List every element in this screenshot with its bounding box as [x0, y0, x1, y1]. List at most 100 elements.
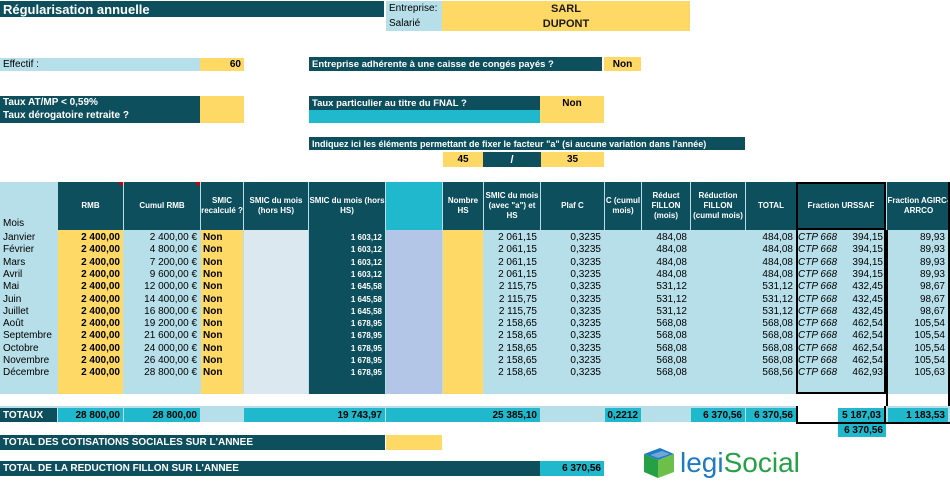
- legisocial-logo: legiSocial: [640, 444, 810, 484]
- cell-recalc[interactable]: Non: [203, 244, 223, 256]
- cell-ctp: CTP 668: [798, 268, 838, 280]
- cell-smic1: 1 645,58: [350, 294, 382, 304]
- conges-label: Entreprise adhérente à une caisse de con…: [309, 57, 602, 71]
- cell-reduct: 568,08: [656, 318, 687, 330]
- cell-agirc: 105,54: [914, 330, 945, 342]
- fnal-label: Taux particulier au titre du FNAL ?: [309, 96, 540, 110]
- cell-recalc[interactable]: Non: [203, 256, 223, 268]
- cell-mois: Octobre: [3, 342, 39, 354]
- taux-field[interactable]: [200, 96, 244, 123]
- effectif-field[interactable]: 60: [200, 58, 244, 71]
- cell-smic1: 1 678,95: [350, 368, 382, 378]
- cell-recalc[interactable]: Non: [203, 355, 223, 366]
- cell-recalc[interactable]: Non: [203, 281, 223, 293]
- agirc-col-frame-right: [948, 182, 950, 424]
- effectif-label: Effectif :: [0, 58, 200, 71]
- cell-reduct: 484,08: [656, 256, 687, 268]
- fnal-field[interactable]: Non: [540, 96, 604, 123]
- taux-atmp-label: Taux AT/MP < 0,59%: [3, 97, 98, 108]
- cell-rmb[interactable]: 2 400,00: [81, 268, 120, 280]
- cell-cumul: 28 800,00 €: [144, 367, 197, 379]
- cell-agirc: 98,67: [919, 305, 945, 317]
- cell-smic-a: 2 158,65: [498, 355, 537, 366]
- cell-rmb[interactable]: 2 400,00: [81, 305, 120, 317]
- cell-mois: Juillet: [3, 305, 29, 317]
- cell-recalc[interactable]: Non: [203, 342, 223, 354]
- facteur-left-field[interactable]: 45: [443, 152, 483, 167]
- fnal-bar: [309, 110, 540, 123]
- cell-smic-a: 2 115,75: [498, 305, 537, 317]
- cell-ctp: CTP 668: [798, 367, 838, 379]
- cell-plaf: 0,3235: [570, 367, 601, 379]
- cell-rmb[interactable]: 2 400,00: [81, 330, 120, 342]
- agirc-col-frame: [886, 230, 888, 424]
- cell-recalc[interactable]: Non: [203, 232, 223, 243]
- cell-smic-a: 2 061,15: [498, 268, 537, 280]
- cell-rmb[interactable]: 2 400,00: [81, 232, 120, 243]
- cell-recalc[interactable]: Non: [203, 367, 223, 379]
- salarie-label: Salarié: [386, 16, 442, 31]
- cell-cumul: 21 600,00 €: [144, 330, 197, 342]
- col-smic-hors-hs-1: SMIC du mois (hors HS): [244, 182, 308, 230]
- cell-cumul: 16 800,00 €: [144, 305, 197, 317]
- cell-rmb[interactable]: 2 400,00: [81, 244, 120, 256]
- table-row: Avril 2 400,00 9 600,00 € Non 1 603,12 2 061,…: [0, 269, 950, 281]
- col-mois: Mois: [3, 218, 25, 229]
- cell-recalc[interactable]: Non: [203, 318, 223, 330]
- table-row: Juillet 2 400,00 16 800,00 € Non 1 645,58 2 1…: [0, 306, 950, 318]
- cell-smic-a: 2 158,65: [498, 342, 537, 354]
- rmb-col-bg: [58, 230, 123, 394]
- cell-rmb[interactable]: 2 400,00: [81, 367, 120, 379]
- recalc-col-bg: [201, 230, 243, 394]
- cell-urssaf: 462,54: [852, 355, 883, 366]
- cell-smic-a: 2 158,65: [498, 318, 537, 330]
- col-reduction-fillon-cumul: Réduction FILLON (cumul mois): [691, 182, 745, 230]
- cell-mois: Mai: [3, 281, 20, 293]
- cell-agirc: 98,67: [919, 281, 945, 293]
- cell-smic-a: 2 061,15: [498, 232, 537, 243]
- cell-rmb[interactable]: 2 400,00: [81, 342, 120, 354]
- table-row: Octobre 2 400,00 24 000,00 € Non 1 678,95 2 1…: [0, 343, 950, 355]
- facteur-right-field[interactable]: 35: [541, 152, 604, 167]
- total-extra: 6 370,56: [838, 424, 886, 437]
- cell-cumul: 9 600,00 €: [149, 268, 197, 280]
- cell-rmb[interactable]: 2 400,00: [81, 355, 120, 366]
- cell-total: 531,12: [762, 305, 793, 317]
- cell-cumul: 14 400,00 €: [144, 293, 197, 305]
- cell-rmb[interactable]: 2 400,00: [81, 293, 120, 305]
- cell-rmb[interactable]: 2 400,00: [81, 318, 120, 330]
- cell-reduct: 568,08: [656, 355, 687, 366]
- cell-mois: Février: [3, 244, 35, 256]
- table-row: Mars 2 400,00 7 200,00 € Non 1 603,12 2 061,1…: [0, 257, 950, 269]
- cell-ctp: CTP 668: [798, 355, 838, 366]
- cell-plaf: 0,3235: [570, 244, 601, 256]
- cell-recalc[interactable]: Non: [203, 330, 223, 342]
- cell-recalc[interactable]: Non: [203, 293, 223, 305]
- cell-recalc[interactable]: Non: [203, 305, 223, 317]
- table-row: Mai 2 400,00 12 000,00 € Non 1 645,58 2 115,7…: [0, 281, 950, 293]
- cell-total: 484,08: [762, 232, 793, 243]
- conges-field[interactable]: Non: [604, 57, 641, 71]
- col-nombre-hs: Nombre HS: [443, 182, 483, 230]
- cell-plaf: 0,3235: [570, 318, 601, 330]
- total-cotisations-field[interactable]: [386, 435, 442, 450]
- total-reduct-cumul: 6 370,56: [691, 408, 745, 422]
- cell-smic-a: 2 158,65: [498, 367, 537, 379]
- salarie-field[interactable]: DUPONT: [442, 16, 690, 31]
- table-row: Septembre 2 400,00 21 600,00 € Non 1 678,95 2…: [0, 330, 950, 342]
- cell-rmb[interactable]: 2 400,00: [81, 281, 120, 293]
- entreprise-field[interactable]: SARL: [442, 1, 690, 16]
- taux-derog-label: Taux dérogatoire retraite ?: [3, 110, 129, 121]
- col-smic-hors-hs-2: SMIC du mois (hors HS): [309, 182, 385, 230]
- cell-urssaf: 432,45: [852, 293, 883, 305]
- cell-recalc[interactable]: Non: [203, 268, 223, 280]
- cell-total: 531,12: [762, 281, 793, 293]
- cell-rmb[interactable]: 2 400,00: [81, 256, 120, 268]
- urssaf-col-frame: [796, 230, 886, 394]
- taux-block: [0, 96, 200, 123]
- cell-mois: Novembre: [3, 355, 50, 366]
- cell-smic1: 1 678,95: [350, 356, 382, 365]
- cell-urssaf: 462,93: [852, 367, 883, 379]
- cell-total: 568,08: [762, 318, 793, 330]
- col-reduct-fillon: Réduct FILLON (mois): [642, 182, 690, 230]
